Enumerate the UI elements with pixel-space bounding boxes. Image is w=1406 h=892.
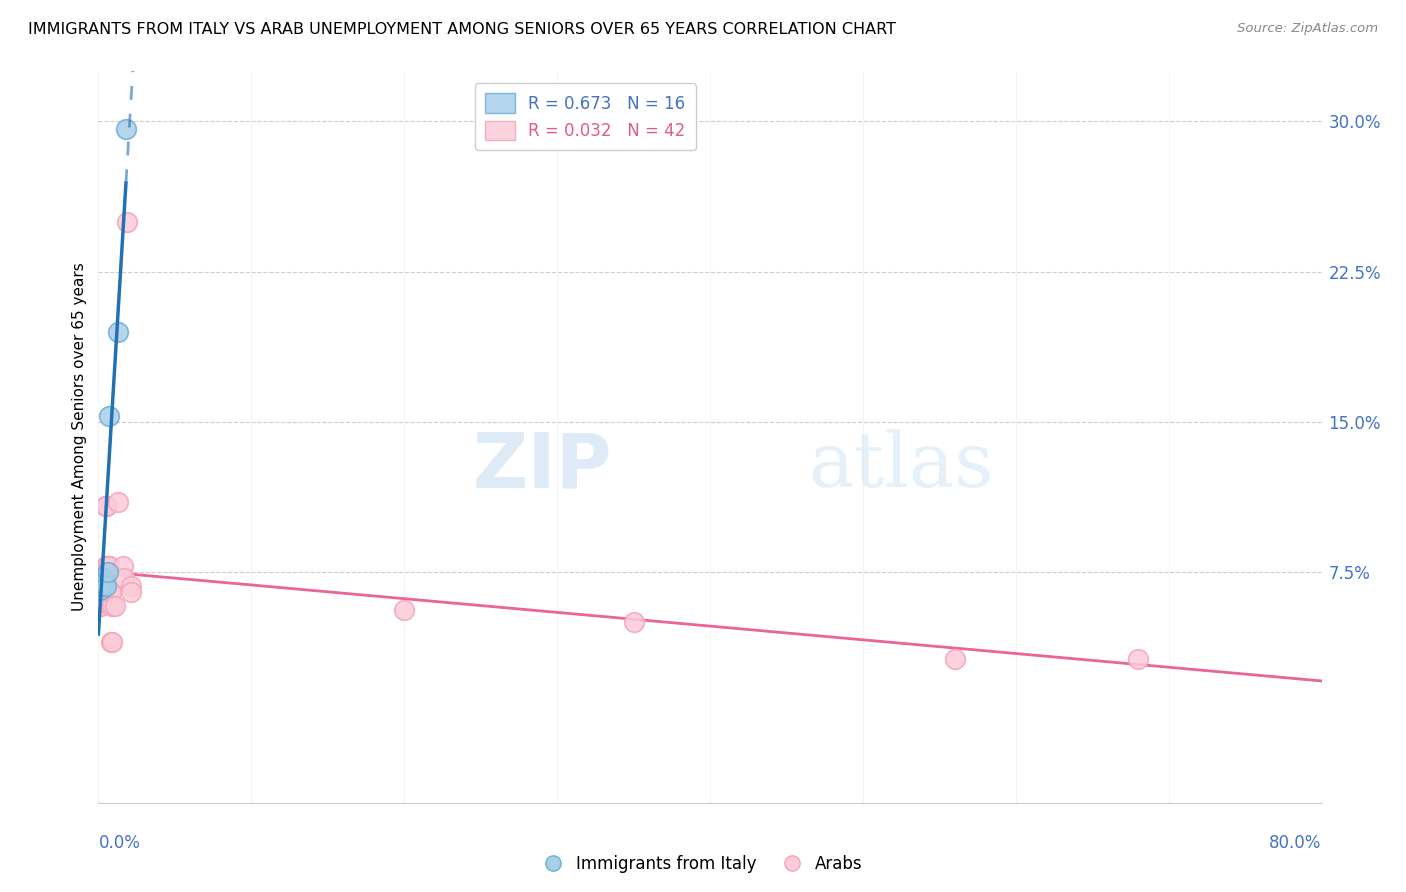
Point [91,579,114,593]
Point [120,579,142,593]
Point [97,579,120,593]
Point [90,579,112,593]
Point [112,571,135,585]
Point [90,599,112,614]
Point [89,571,111,585]
Text: IMMIGRANTS FROM ITALY VS ARAB UNEMPLOYMENT AMONG SENIORS OVER 65 YEARS CORRELATI: IMMIGRANTS FROM ITALY VS ARAB UNEMPLOYME… [28,22,896,37]
Point [111,559,134,574]
Point [90,595,112,609]
Point [93,595,115,609]
Legend: R = 0.673   N = 16, R = 0.032   N = 42: R = 0.673 N = 16, R = 0.032 N = 42 [475,83,696,150]
Point [104,599,127,614]
Point [98,585,121,599]
Point [101,599,124,614]
Point [107,495,129,509]
Point [90,583,112,598]
Point [91,591,114,606]
Point [90,566,112,580]
Point [90,583,112,598]
Text: ZIP: ZIP [472,429,612,503]
Point [1128,651,1150,665]
Point [89,577,111,591]
Text: 80.0%: 80.0% [1270,834,1322,852]
Point [93,571,115,585]
Point [90,579,112,593]
Point [94,500,117,514]
Text: atlas: atlas [808,429,993,503]
Point [101,635,124,649]
Point [94,500,117,514]
Point [94,579,117,593]
Point [94,559,117,574]
Point [97,559,120,574]
Point [90,571,112,585]
Point [91,577,114,591]
Point [100,635,122,649]
Point [98,559,121,574]
Point [98,409,121,423]
Point [93,579,115,593]
Point [120,585,142,599]
Point [392,603,416,617]
Point [115,122,138,136]
Point [94,559,117,574]
Point [91,566,114,580]
Point [91,571,114,585]
Point [97,566,120,580]
Legend: Immigrants from Italy, Arabs: Immigrants from Italy, Arabs [537,848,869,880]
Point [89,591,111,606]
Point [89,577,111,591]
Point [90,574,112,588]
Point [89,571,111,585]
Point [107,325,129,339]
Point [117,214,139,228]
Text: Source: ZipAtlas.com: Source: ZipAtlas.com [1237,22,1378,36]
Point [89,590,111,604]
Point [100,585,122,599]
Point [94,500,117,514]
Point [98,559,121,574]
Point [89,575,111,590]
Point [91,585,114,599]
Point [623,615,645,630]
Point [89,577,111,591]
Y-axis label: Unemployment Among Seniors over 65 years: Unemployment Among Seniors over 65 years [72,263,87,611]
Point [943,651,966,665]
Point [89,585,111,599]
Point [89,583,111,598]
Text: 0.0%: 0.0% [98,834,141,852]
Point [89,599,111,614]
